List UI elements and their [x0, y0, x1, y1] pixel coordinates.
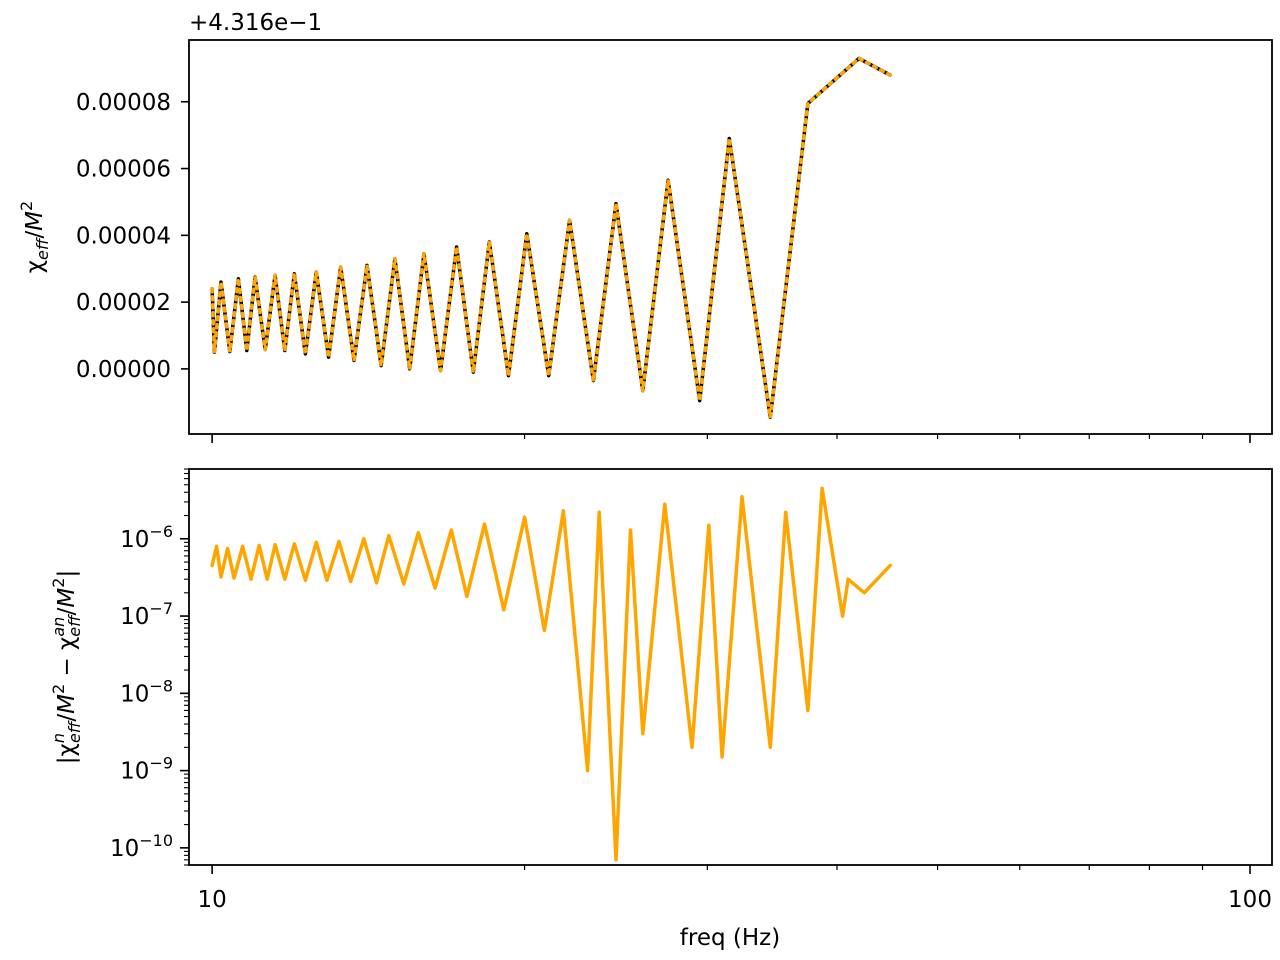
bottom-plot-frame [188, 468, 1273, 866]
bottom-y-tick-label: 10−7 [120, 599, 173, 630]
top-y-tick-label: 0.00008 [76, 90, 171, 116]
bottom-series-line-0 [210, 486, 892, 862]
top-y-ticks: 0.00000 0.00002 0.00004 0.00006 0.00008 [76, 90, 189, 383]
top-y-tick-label: 0.00000 [76, 357, 171, 383]
bottom-series [210, 486, 892, 862]
bottom-x-tick-label: 10 [197, 887, 226, 913]
top-panel: +4.316e−1 0.000000.000020.000040.000060.… [17, 10, 1273, 443]
bottom-y-tick-label: 10−6 [120, 522, 173, 553]
bottom-x-axis-title: freq (Hz) [680, 925, 780, 951]
top-series-line-1 [210, 56, 892, 420]
top-y-tick-label: 0.00004 [76, 223, 171, 249]
bottom-panel: 10−10 10−9 10−8 10−7 10−6 10 100 |χneff/M2 − … [49, 468, 1273, 951]
top-plot-frame [188, 39, 1273, 435]
top-y-tick-label: 0.00002 [76, 290, 171, 316]
bottom-y-tick-label: 10−10 [110, 831, 173, 862]
bottom-y-axis-title: |χneff/M2 − χaneff/M2| [49, 570, 84, 764]
bottom-y-tick-label: 10−9 [120, 754, 173, 785]
top-y-tick-label: 0.00006 [76, 157, 171, 183]
top-series [210, 56, 892, 420]
top-offset-label: +4.316e−1 [189, 10, 322, 36]
bottom-x-ticks: 10 100 [197, 865, 1272, 913]
top-y-axis-title: χeff/M2 [17, 201, 52, 273]
bottom-y-ticks: 10−10 10−9 10−8 10−7 10−6 [110, 468, 189, 866]
bottom-x-tick-label: 100 [1228, 887, 1272, 913]
bottom-y-tick-label: 10−8 [120, 676, 173, 707]
top-x-ticks [211, 434, 1251, 443]
